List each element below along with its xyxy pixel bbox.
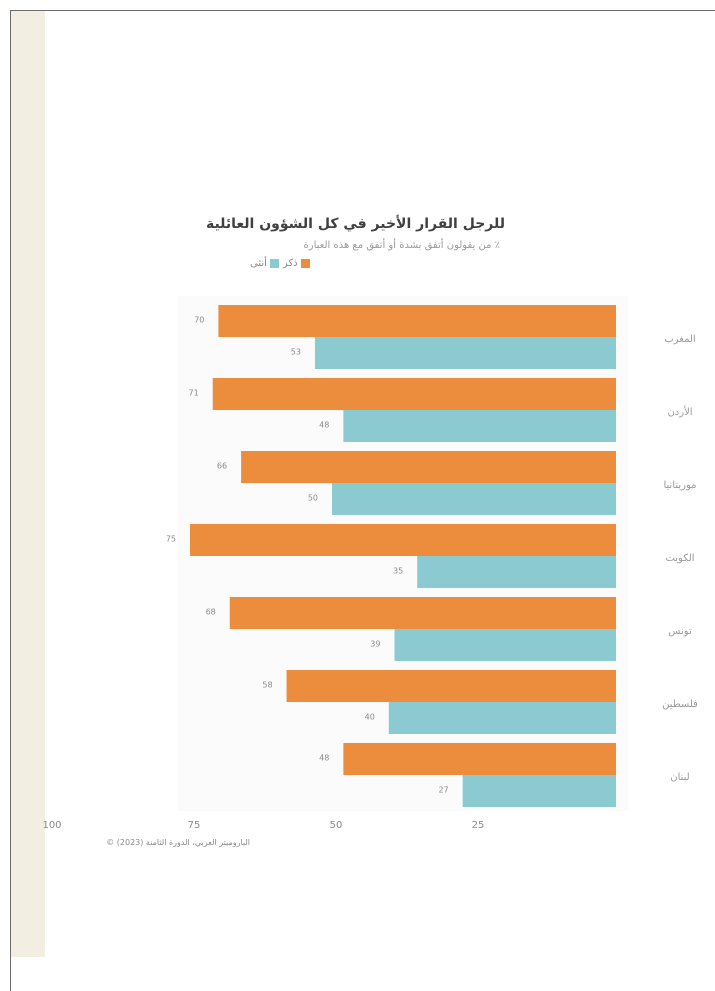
- legend-swatch-male: [300, 259, 310, 268]
- category-label-1: الأردن: [667, 405, 692, 418]
- bar-female-2: [332, 483, 616, 515]
- bar-female-4: [394, 629, 616, 661]
- legend-item-female: أنثى: [250, 258, 279, 269]
- value-label-male-0: 70: [194, 316, 204, 325]
- bar-female-0: [314, 337, 616, 369]
- chart-title: للرجل القرار الأخير في كل الشؤون العائلي…: [205, 216, 505, 232]
- category-label-4: تونس: [668, 626, 692, 637]
- legend-label-female: أنثى: [250, 258, 267, 269]
- chart-source: الباروميتر العربي، الدورة الثامنة (2023)…: [106, 838, 250, 847]
- bar-female-5: [388, 702, 616, 734]
- bar-male-4: [229, 597, 616, 629]
- chart-legend: ذكر أنثى: [250, 258, 390, 269]
- value-label-male-5: 58: [262, 681, 272, 690]
- x-tick-label-0: 100: [42, 820, 61, 831]
- value-label-female-5: 40: [365, 713, 375, 722]
- value-label-female-3: 35: [393, 567, 403, 576]
- value-label-female-0: 53: [291, 348, 301, 357]
- bar-female-6: [462, 775, 616, 807]
- bar-male-0: [218, 305, 616, 337]
- value-label-male-2: 66: [217, 462, 227, 471]
- category-label-6: لبنان: [670, 772, 689, 783]
- bar-male-6: [343, 743, 616, 775]
- category-label-5: فلسطين: [662, 699, 698, 710]
- value-label-male-6: 48: [319, 754, 329, 763]
- value-label-male-1: 71: [189, 389, 199, 398]
- bar-male-3: [190, 524, 616, 556]
- category-label-2: موريتانيا: [663, 480, 696, 491]
- legend-item-male: ذكر: [283, 258, 310, 269]
- bar-female-3: [417, 556, 616, 588]
- chart-subtitle: ٪ من يقولون أتفق بشدة أو أتفق مع هذه الع…: [303, 240, 500, 251]
- value-label-female-1: 48: [319, 421, 329, 430]
- bar-male-2: [241, 451, 616, 483]
- x-tick-label-1: 75: [188, 820, 201, 831]
- value-label-female-4: 39: [370, 640, 380, 649]
- legend-swatch-female: [269, 259, 279, 268]
- value-label-male-4: 68: [206, 608, 216, 617]
- x-tick-label-2: 50: [330, 820, 343, 831]
- x-tick-label-3: 25: [472, 820, 485, 831]
- value-label-female-6: 27: [438, 786, 448, 795]
- value-label-female-2: 50: [308, 494, 318, 503]
- page-border: [10, 10, 715, 991]
- category-label-3: الكويت: [665, 553, 694, 564]
- left-margin-strip: [11, 11, 45, 957]
- legend-label-male: ذكر: [282, 258, 298, 269]
- bar-male-5: [286, 670, 616, 702]
- value-label-male-3: 75: [166, 535, 176, 544]
- bar-male-1: [212, 378, 616, 410]
- category-label-0: المغرب: [664, 334, 695, 345]
- bar-female-1: [343, 410, 616, 442]
